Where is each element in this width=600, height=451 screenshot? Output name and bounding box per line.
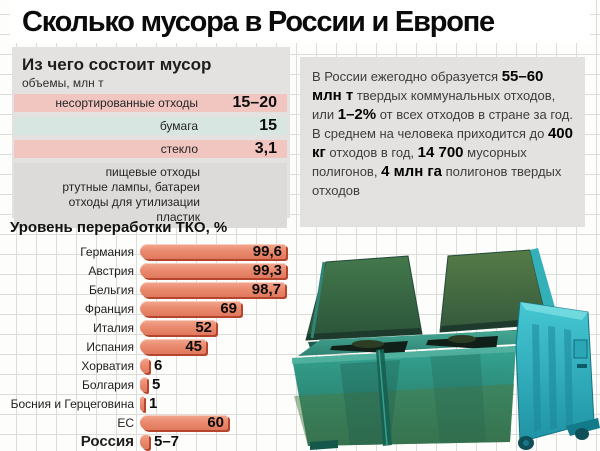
chart-row: Испания 45 [0, 337, 312, 356]
composition-rows: несортированные отходы 15–20 бумага 15 стекл… [12, 94, 290, 158]
chart-row: Германия 99,6 [0, 242, 312, 261]
composition-row-value: 15–20 [232, 94, 278, 111]
bar-label: Босния и Герцеговина [10, 396, 134, 411]
fact-highlight: 400 кг [312, 125, 573, 161]
bar-value: 5 [152, 376, 161, 393]
composition-other-item: ртутные лампы, батареи [62, 180, 200, 194]
chart-row: Хорватия 6 [0, 356, 312, 375]
chart-row: Бельгия 98,7 [0, 280, 312, 299]
fact-highlight: 4 млн га [381, 163, 443, 180]
composition-header: Из чего состоит мусор [22, 55, 212, 74]
fact-text: полигонов твердых отходов [312, 164, 562, 198]
composition-row: стекло 3,1 [14, 140, 287, 158]
composition-other-items: пищевые отходы ртутные лампы, батареи отхо… [14, 163, 287, 228]
bar-value: 69 [220, 300, 237, 317]
bar: 69 [140, 301, 241, 316]
bar-label: Италия [93, 320, 134, 335]
chart-row: ЕС 60 [0, 413, 312, 432]
dumpster-illustration [292, 248, 600, 450]
fact-text: отходов в год, [325, 145, 418, 160]
bar-label: Болгария [82, 377, 134, 392]
composition-other-item: пищевые отходы [105, 165, 200, 179]
bar-label: Испания [86, 339, 134, 354]
bar-value: 99,3 [252, 262, 282, 279]
bar-value: 98,7 [251, 281, 281, 298]
composition-row-value: 3,1 [254, 140, 277, 157]
bar-value: 6 [154, 357, 163, 374]
bar-label: ЕС [117, 415, 134, 430]
chart-row: Болгария 5 [0, 375, 312, 394]
facts-text: В России ежегодно образуется 55–60 млн т… [312, 68, 573, 198]
chart-row: Россия 5–7 [0, 432, 312, 451]
bar [140, 358, 149, 373]
bar-label: Австрия [88, 263, 134, 278]
composition-other-item: отходы для утилизации [68, 195, 200, 209]
bar: 52 [140, 320, 216, 335]
bar-value: 60 [207, 414, 224, 431]
fact-text: мусорных полигонов, [312, 145, 527, 179]
bar [140, 377, 147, 392]
bar: 99,3 [140, 263, 286, 278]
fact-text: от всех отходов в стране за год. В средн… [312, 107, 573, 141]
fact-text: твердых коммунальных отходов, или [312, 88, 556, 122]
composition-row-value: 15 [259, 117, 277, 134]
bar-label: Германия [80, 244, 134, 259]
composition-row-label: несортированные отходы [55, 96, 198, 110]
composition-panel: Из чего состоит мусор объемы, млн т несо… [12, 47, 290, 228]
recycling-bar-chart: Уровень переработки ТКО, % Германия 99,6 А… [0, 219, 312, 451]
chart-row: Босния и Герцеговина 1 [0, 394, 312, 413]
composition-row-label: бумага [159, 119, 198, 133]
bar-value: 5–7 [154, 433, 180, 450]
fact-text: В России ежегодно образуется [312, 69, 502, 84]
title-band: Сколько мусора в России и Европе [10, 0, 590, 43]
composition-row-label: стекло [160, 142, 198, 156]
chart-row: Италия 52 [0, 318, 312, 337]
bar-label: Хорватия [81, 358, 134, 373]
facts-panel: В России ежегодно образуется 55–60 млн т… [300, 57, 585, 227]
chart-title: Уровень переработки ТКО, % [10, 219, 228, 236]
bar: 99,6 [140, 244, 286, 259]
bar-label: Франция [84, 301, 134, 316]
fact-highlight: 14 700 [417, 144, 464, 161]
bar: 60 [140, 415, 228, 430]
composition-row: несортированные отходы 15–20 [14, 94, 287, 112]
bar-value: 99,6 [252, 243, 282, 260]
fact-highlight: 1–2% [337, 106, 377, 123]
bar-label: Россия [80, 433, 134, 450]
chart-row: Австрия 99,3 [0, 261, 312, 280]
bar: 45 [140, 339, 206, 354]
chart-row: Франция 69 [0, 299, 312, 318]
composition-other-item: пластик [156, 210, 200, 224]
page-title: Сколько мусора в России и Европе [22, 6, 495, 38]
bar [140, 434, 149, 449]
composition-subheader: объемы, млн т [22, 76, 104, 90]
fact-highlight: 55–60 млн т [312, 68, 544, 104]
bar-value: 52 [195, 319, 212, 336]
bar-value: 1 [149, 395, 158, 412]
bar: 98,7 [140, 282, 285, 297]
composition-row: бумага 15 [14, 117, 287, 135]
chart-rows: Германия 99,6 Австрия 99,3 Бельгия 98,7 Франци… [0, 242, 312, 451]
bar-label: Бельгия [89, 282, 134, 297]
bar [140, 396, 144, 411]
bar-value: 45 [185, 338, 202, 355]
